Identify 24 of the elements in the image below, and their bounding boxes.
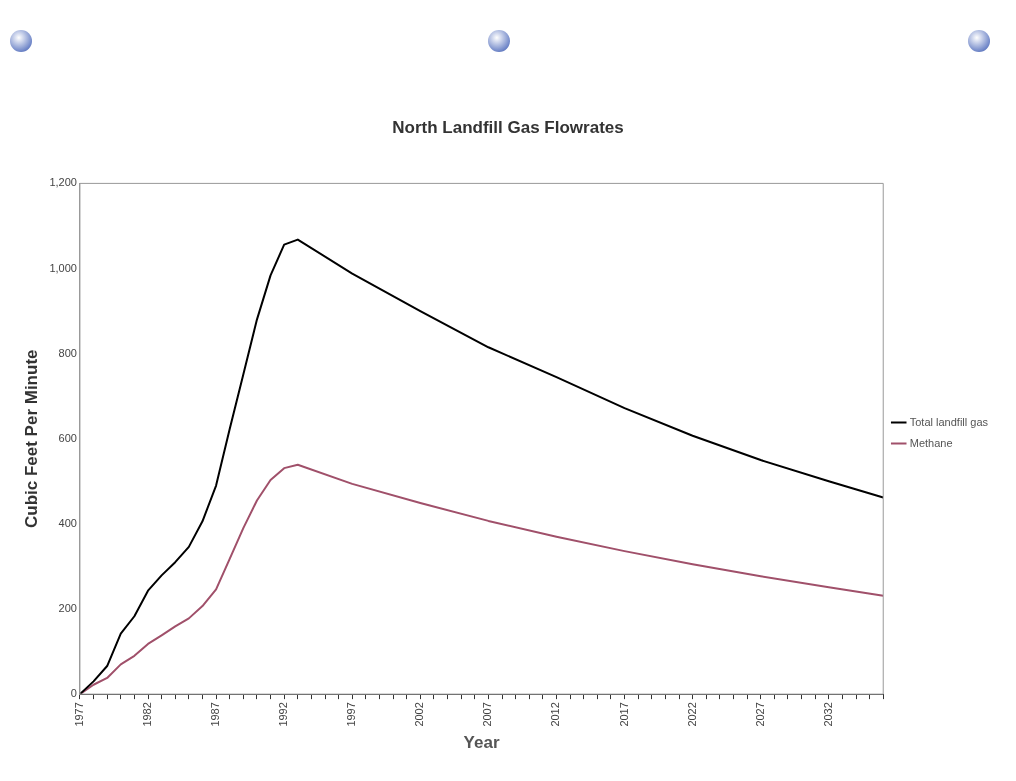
x-tick-label: 2032 bbox=[821, 702, 834, 727]
y-tick-label: 800 bbox=[58, 346, 77, 359]
x-tick-label: 1982 bbox=[141, 702, 154, 727]
x-tick-label: 2027 bbox=[753, 702, 766, 727]
y-tick-label: 0 bbox=[70, 687, 77, 700]
x-tick-label: 2002 bbox=[413, 702, 426, 727]
legend-label: Total landfill gas bbox=[909, 415, 989, 428]
y-axis-title: Cubic Feet Per Minute bbox=[21, 349, 41, 529]
y-tick-label: 400 bbox=[58, 516, 77, 529]
x-tick-label: 1997 bbox=[345, 702, 358, 727]
x-tick-label: 1987 bbox=[209, 702, 222, 727]
x-tick-label: 2012 bbox=[549, 702, 562, 727]
x-tick-label: 2022 bbox=[685, 702, 698, 727]
x-tick-label: 2007 bbox=[481, 702, 494, 727]
y-tick-label: 1,000 bbox=[49, 261, 77, 274]
y-tick-label: 200 bbox=[58, 602, 77, 615]
chart-title: North Landfill Gas Flowrates bbox=[392, 117, 624, 137]
x-tick-label: 2017 bbox=[617, 702, 630, 727]
x-axis-title: Year bbox=[463, 733, 500, 753]
x-tick-label: 1992 bbox=[277, 702, 290, 727]
y-tick-label: 1,200 bbox=[49, 176, 77, 189]
x-tick-label: 1977 bbox=[72, 702, 85, 727]
y-tick-label: 600 bbox=[58, 431, 77, 444]
legend-label: Methane bbox=[909, 436, 953, 449]
